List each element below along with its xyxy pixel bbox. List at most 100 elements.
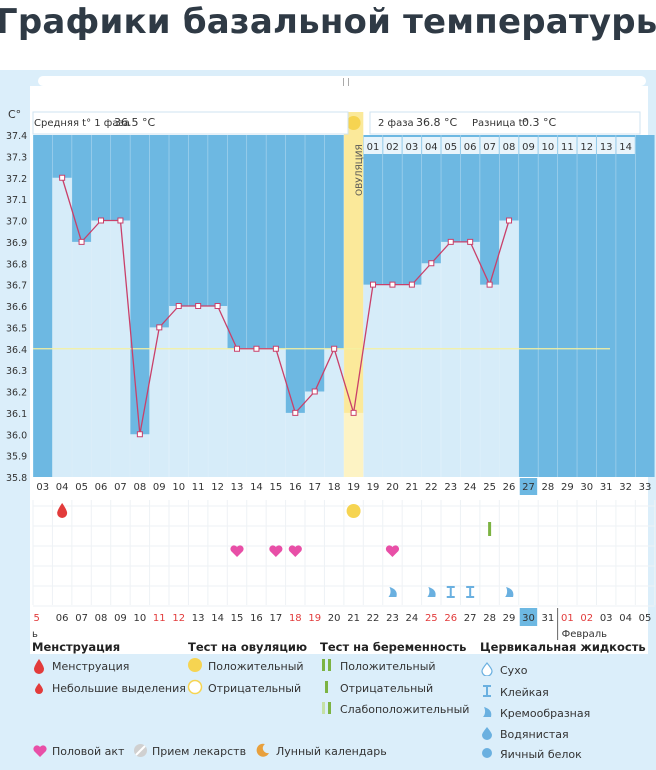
cycle-day-label: 23 — [444, 482, 457, 493]
cycle-day-label: 05 — [75, 482, 88, 493]
y-tick-label: 36.7 — [6, 281, 27, 292]
y-tick-label: 35.9 — [6, 452, 27, 463]
intercourse-marker — [230, 545, 244, 557]
phase2-day-label: 14 — [619, 142, 632, 153]
temperature-point — [370, 281, 377, 288]
phase2-day-cell — [616, 137, 635, 154]
calendar-date-label: 09 — [114, 613, 127, 624]
phase2-day-cell — [383, 137, 402, 154]
phase2-day-cell — [538, 137, 558, 154]
cycle-day-label: 08 — [133, 482, 146, 493]
horizontal-scrollbar[interactable] — [38, 76, 646, 86]
temperature-bar — [460, 241, 480, 477]
ovulation-positive-icon — [188, 658, 202, 672]
cervical-sticky-marker — [446, 586, 455, 598]
calendar-date-label: 12 — [172, 613, 185, 624]
temperature-point — [389, 281, 396, 288]
month-prev-label: ь — [32, 629, 38, 640]
calendar-date-label: 03 — [600, 613, 613, 624]
temperature-bar — [363, 284, 383, 477]
y-tick-label: 36.5 — [6, 323, 27, 334]
temperature-bar — [421, 263, 442, 477]
cycle-day-label: 24 — [464, 482, 477, 493]
scrollbar-grip-icon[interactable] — [343, 78, 349, 86]
temperature-point — [506, 217, 513, 224]
creamy-icon — [483, 707, 492, 717]
temperature-point — [486, 281, 493, 288]
cervical-creamy-marker — [427, 587, 436, 597]
y-tick-label: 37.1 — [6, 195, 27, 206]
temperature-point — [331, 345, 338, 352]
calendar-date-label: 22 — [367, 613, 380, 624]
temperature-point — [214, 303, 221, 309]
cycle-day-label: 31 — [600, 482, 613, 493]
cycle-day-label: 30 — [580, 482, 593, 493]
intercourse-heart-icon — [33, 745, 47, 757]
temperature-bar — [188, 306, 208, 477]
cycle-day-label: 03 — [36, 482, 49, 493]
calendar-date-label: 14 — [211, 613, 224, 624]
calendar-date-label: 13 — [192, 613, 205, 624]
cycle-day-label: 14 — [250, 482, 263, 493]
phase2-day-cell — [422, 137, 441, 154]
phase2-day-label: 11 — [561, 142, 574, 153]
pregnancy-weak-icon — [322, 702, 331, 714]
calendar-date-label: 20 — [328, 613, 341, 624]
y-tick-label: 36.9 — [6, 238, 27, 249]
cycle-day-label: 06 — [95, 482, 108, 493]
phase2-day-cell — [558, 137, 577, 154]
intercourse-marker — [288, 545, 302, 557]
current-day-highlight — [519, 478, 538, 495]
intercourse-marker — [269, 545, 283, 557]
y-tick-label: 36.4 — [6, 345, 27, 356]
phase2-day-cell — [441, 137, 460, 154]
phase1-header-box — [32, 111, 349, 135]
calendar-date-label: 18 — [289, 613, 302, 624]
cycle-day-label: 19 — [367, 482, 380, 493]
calendar-date-label: 25 — [425, 613, 438, 624]
calendar-date-label: 5 — [34, 613, 40, 624]
phase2-day-cell — [596, 137, 616, 154]
temperature-point — [195, 303, 202, 309]
cycle-day-label: 04 — [56, 482, 69, 493]
legend-dry: Сухо — [500, 664, 528, 677]
phase2-day-label: 09 — [522, 142, 535, 153]
temperature-bar — [207, 306, 228, 477]
today-highlight — [519, 608, 538, 626]
temperature-point — [350, 409, 357, 416]
pregnancy-negative-icon — [325, 681, 328, 693]
cycle-day-label: 16 — [289, 482, 302, 493]
page-title: Графики базальной температуры — [0, 2, 656, 42]
legend-ovulation-title: Тест на овуляцию — [188, 640, 308, 654]
calendar-date-label: 06 — [56, 613, 69, 624]
phase2-day-cell — [499, 137, 519, 154]
pregnancy-positive-icon — [322, 659, 331, 671]
y-tick-label: 36.2 — [6, 388, 27, 399]
cycle-day-label: 09 — [153, 482, 166, 493]
calendar-date-label: 28 — [483, 613, 496, 624]
spotting-drop-icon — [35, 683, 43, 694]
y-tick-label: 37.2 — [6, 174, 27, 185]
temperature-point — [253, 345, 260, 352]
temperature-point — [292, 409, 299, 416]
temperature-point — [175, 303, 182, 309]
temperature-bar — [52, 177, 72, 477]
phase2-day-label: 13 — [600, 142, 613, 153]
sticky-icon — [483, 685, 491, 697]
temperature-point — [117, 217, 124, 224]
cycle-day-label: 20 — [386, 482, 399, 493]
cycle-day-label: 10 — [172, 482, 185, 493]
calendar-date-label: 01 — [561, 613, 574, 624]
menstruation-marker — [57, 503, 68, 518]
intercourse-marker — [385, 545, 400, 557]
egg-white-icon — [482, 748, 492, 758]
y-tick-label: 36.1 — [6, 409, 27, 420]
calendar-date-label: 16 — [250, 613, 263, 624]
temperature-bar — [402, 284, 422, 477]
cervical-creamy-marker — [505, 587, 514, 597]
pregnancy-test-marker — [488, 522, 492, 536]
cycle-day-label: 22 — [425, 482, 438, 493]
phase2-day-label: 02 — [386, 142, 399, 153]
temperature-point — [136, 431, 143, 438]
